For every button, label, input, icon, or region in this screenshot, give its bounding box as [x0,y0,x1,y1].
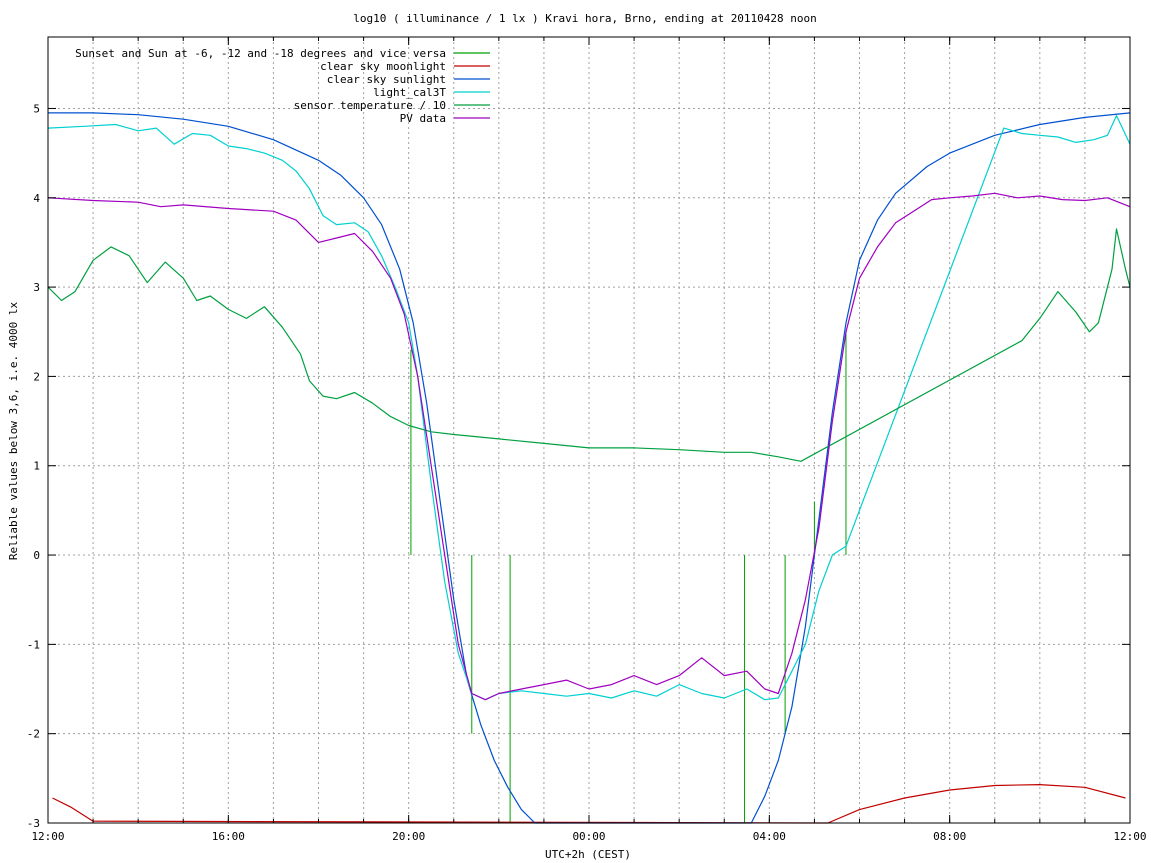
series-line [47,228,1131,462]
legend: Sunset and Sun at -6, -12 and -18 degree… [75,47,490,125]
series-line [52,783,1126,824]
series-line [48,112,1131,824]
legend-label: Sunset and Sun at -6, -12 and -18 degree… [75,47,446,60]
y-tick-label: -2 [27,728,40,741]
series-0 [410,331,847,823]
grid [47,37,1131,824]
y-tick-label: -1 [27,638,40,651]
series-1 [52,783,1126,824]
plot-frame [47,36,1131,824]
x-tick-label: 16:00 [212,830,245,843]
x-tick-label: 20:00 [392,830,425,843]
ticks: 12:00 16:00 20:00 00:00 04:00 08:00 12:00-3-2-… [27,37,1147,843]
legend-label: clear sky sunlight [327,73,446,86]
x-axis-label: UTC+2h (CEST) [545,848,631,861]
legend-label: sensor temperature / 10 [294,99,446,112]
series-line [47,192,1131,701]
x-tick-label: 08:00 [933,830,966,843]
series-layer [47,112,1131,824]
y-tick-label: 2 [33,370,40,383]
y-axis-label: Reliable values below 3,6, i.e. 4000 lx [7,301,20,560]
y-tick-label: 4 [33,192,40,205]
chart-title: log10 ( illuminance / 1 lx ) Kravi hora,… [353,12,817,25]
y-tick-label: 3 [33,281,40,294]
legend-label: light_cal3T [373,86,446,99]
legend-label: PV data [400,112,446,125]
series-4 [47,228,1131,462]
x-tick-label: 00:00 [572,830,605,843]
y-tick-label: 0 [33,549,40,562]
series-2 [48,112,1131,824]
y-tick-label: -3 [27,817,40,830]
x-tick-label: 12:00 [1113,830,1146,843]
y-tick-label: 1 [33,460,40,473]
series-5 [47,192,1131,701]
y-tick-label: 5 [33,102,40,115]
x-tick-label: 12:00 [31,830,64,843]
legend-label: clear sky moonlight [320,60,446,73]
x-tick-label: 04:00 [753,830,786,843]
